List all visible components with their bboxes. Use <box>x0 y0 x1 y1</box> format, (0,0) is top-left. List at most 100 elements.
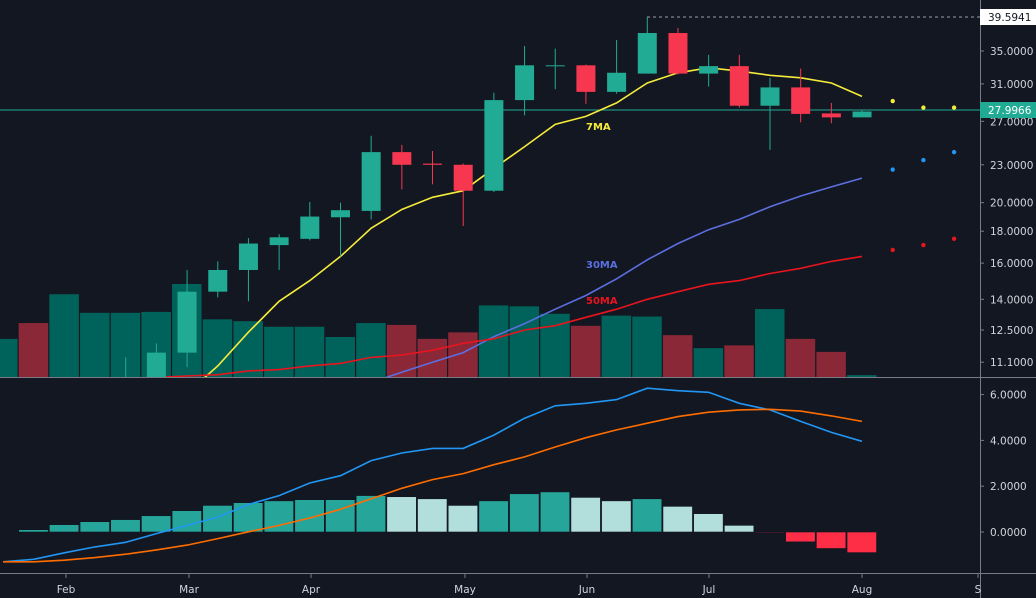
volume-bars <box>0 284 877 377</box>
volume-bar <box>202 319 233 377</box>
price-tick-label: 27.0000 <box>990 116 1033 128</box>
volume-bar <box>601 315 632 377</box>
macd-histogram-bar <box>754 531 785 534</box>
ma-line-30MA <box>385 177 863 377</box>
volume-bar <box>693 348 724 377</box>
volume-bar <box>847 375 877 377</box>
ma-label-7: 7MA <box>586 122 611 133</box>
candle <box>392 144 412 190</box>
macd-histogram-bar <box>417 498 448 533</box>
candle-body <box>146 352 166 377</box>
volume-bar <box>0 338 18 377</box>
candle-body <box>637 33 657 74</box>
macd-histogram-bar <box>539 491 571 533</box>
price-axis[interactable]: 35.0000 31.0000 27.0000 23.0000 20.0000 18.00… <box>980 46 1033 369</box>
candle-body <box>515 65 535 101</box>
candle <box>791 68 811 123</box>
ma-projection-dot <box>890 167 895 172</box>
volume-bar <box>356 323 386 377</box>
candle-body <box>484 100 504 191</box>
macd-histogram-bar <box>570 497 601 533</box>
last-price-label: 27.9966 <box>988 105 1032 117</box>
macd-histogram-bar <box>202 505 233 533</box>
candle-body <box>330 210 350 218</box>
candle <box>729 54 749 108</box>
macd-tick-label: 4.0000 <box>990 435 1027 447</box>
time-tick-label: S <box>975 584 982 596</box>
candle-body <box>852 111 872 118</box>
time-tick-label: Mar <box>179 584 199 596</box>
time-tick-label: Aug <box>852 584 873 596</box>
candle-body <box>791 87 811 114</box>
ma-projection-dot <box>921 242 926 248</box>
macd-pane <box>2 387 877 563</box>
volume-bar <box>325 337 355 377</box>
candle-body <box>238 243 258 270</box>
candle <box>361 135 381 220</box>
ma-projection-dot <box>890 247 895 253</box>
ma-projection-dot <box>951 149 957 155</box>
candle-body <box>821 113 841 118</box>
candle <box>269 234 289 270</box>
macd-axis[interactable]: 6.0000 4.0000 2.0000 0.0000 <box>980 390 1027 539</box>
macd-histogram-bar <box>141 515 172 533</box>
candle-body <box>361 152 381 211</box>
volume-bar <box>570 325 601 377</box>
time-tick-label: Jul <box>702 584 716 596</box>
price-tick-label: 20.0000 <box>990 198 1033 210</box>
ma-projection-dot <box>921 105 926 110</box>
candle-body <box>269 237 289 246</box>
macd-histogram-bar <box>18 529 49 533</box>
ma-line-7MA <box>204 66 863 377</box>
candle <box>177 269 197 368</box>
macd-tick-label: 0.0000 <box>990 527 1027 539</box>
candle <box>484 92 504 193</box>
candle-body <box>392 152 412 165</box>
high-marker-box <box>980 9 1036 25</box>
macd-line <box>2 387 863 563</box>
macd-histogram-bar <box>724 525 755 533</box>
macd-histogram-bar <box>49 524 80 533</box>
macd-histogram-bar <box>447 505 479 533</box>
candle <box>423 150 443 185</box>
ma-line-50MA <box>144 255 863 377</box>
price-tick-label: 12.5000 <box>990 325 1033 337</box>
volume-bar <box>632 316 662 377</box>
price-tick-label: 16.0000 <box>990 258 1033 270</box>
volume-bar <box>509 306 540 377</box>
candle <box>576 64 596 104</box>
volume-bar <box>785 338 816 377</box>
macd-histogram-bar <box>478 500 509 533</box>
candle <box>146 343 166 377</box>
macd-histogram-bar <box>325 499 356 533</box>
volume-bar <box>49 294 79 377</box>
candle <box>821 102 841 124</box>
candle <box>760 77 780 150</box>
ma-projection-dot <box>951 105 957 110</box>
volume-bar <box>816 351 846 377</box>
macd-histogram-bar <box>846 531 877 553</box>
price-tick-label: 35.0000 <box>990 46 1033 58</box>
volume-bar <box>417 338 448 377</box>
candle <box>852 110 872 118</box>
ma-label-50: 50MA <box>586 296 618 307</box>
ma-projections <box>890 98 957 253</box>
macd-tick-label: 2.0000 <box>990 481 1027 493</box>
candle <box>300 201 320 241</box>
macd-histogram-bar <box>386 496 417 533</box>
candle <box>545 48 565 90</box>
volume-bar <box>80 312 110 377</box>
macd-histogram-bar <box>785 531 816 543</box>
volume-bar <box>448 332 478 377</box>
volume-bar <box>724 345 754 377</box>
ma-projection-dot <box>951 236 957 242</box>
volume-bar <box>233 321 263 377</box>
time-axis[interactable]: Feb Mar Apr May Jun Jul Aug S <box>57 574 982 596</box>
candle <box>668 28 688 75</box>
candles <box>125 17 872 377</box>
macd-histogram-bar <box>601 500 632 533</box>
ma-projection-dot <box>890 98 895 104</box>
candle-body <box>699 66 719 74</box>
candle-body <box>760 87 780 106</box>
